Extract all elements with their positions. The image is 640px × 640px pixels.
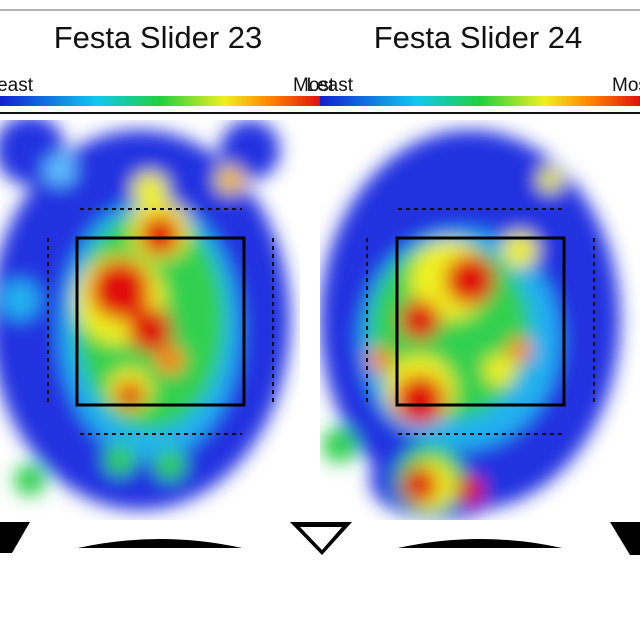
heatmap <box>320 130 620 520</box>
legend-high: Most <box>293 75 335 96</box>
legend-low: Least <box>0 75 34 96</box>
colorbar <box>320 96 640 106</box>
legend-high: Most <box>612 75 640 96</box>
panel-title: Festa Slider 24 <box>374 20 583 55</box>
heatmap <box>0 120 290 510</box>
colorbar <box>0 96 320 106</box>
legend-low: Least <box>307 75 354 96</box>
panel-title: Festa Slider 23 <box>54 20 263 55</box>
